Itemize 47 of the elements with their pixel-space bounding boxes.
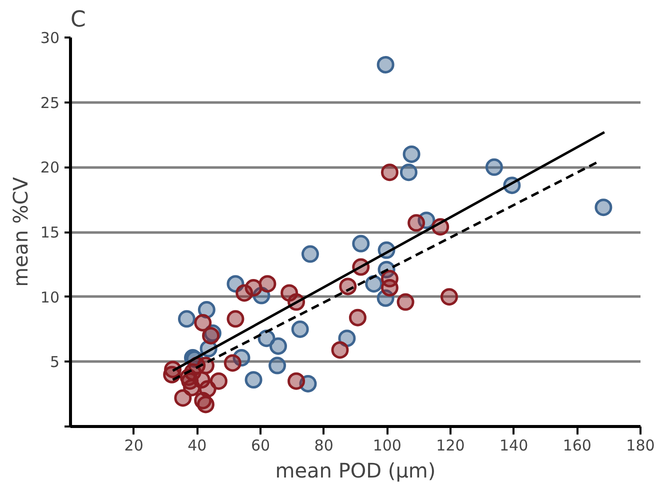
point <box>244 279 262 296</box>
point <box>380 279 398 296</box>
y-tick-label: 5 <box>50 353 60 372</box>
point <box>485 158 503 176</box>
point <box>268 356 286 374</box>
point <box>269 337 287 355</box>
point <box>331 341 349 359</box>
point <box>301 245 319 263</box>
x-tick-label: 160 <box>562 436 592 454</box>
x-tick-label: 100 <box>372 436 402 454</box>
y-tick-label: 15 <box>40 224 60 242</box>
point <box>400 164 418 182</box>
point <box>178 310 196 328</box>
point <box>408 214 426 232</box>
point <box>594 198 612 216</box>
y-tick-label: 30 <box>40 29 60 47</box>
y-tick-label: 20 <box>40 158 60 177</box>
point <box>440 288 458 306</box>
point <box>402 145 420 163</box>
chart-title: C <box>70 8 86 32</box>
point <box>348 308 366 326</box>
y-tick-label: 25 <box>40 94 60 112</box>
y-axis-title: mean %CV <box>8 176 32 287</box>
x-tick-label: 180 <box>626 436 655 454</box>
point <box>202 327 220 344</box>
point <box>380 164 398 182</box>
point <box>196 396 214 414</box>
x-tick-label: 120 <box>436 436 465 454</box>
x-tick-label: 20 <box>124 436 144 454</box>
point <box>291 320 309 338</box>
point <box>244 371 262 389</box>
point <box>365 275 383 293</box>
x-tick-label: 60 <box>250 436 270 454</box>
point <box>226 310 244 328</box>
point <box>258 275 276 293</box>
x-axis-title: mean POD (µm) <box>275 458 436 482</box>
x-tick-label: 80 <box>314 436 334 454</box>
point <box>352 234 370 252</box>
point <box>376 56 394 74</box>
y-tick-label: 10 <box>40 288 60 306</box>
point <box>194 314 212 332</box>
x-tick-label: 40 <box>188 436 207 454</box>
point <box>396 293 414 311</box>
point <box>288 372 306 390</box>
point <box>338 330 356 348</box>
point <box>224 354 242 372</box>
x-tick-label: 140 <box>500 436 528 454</box>
